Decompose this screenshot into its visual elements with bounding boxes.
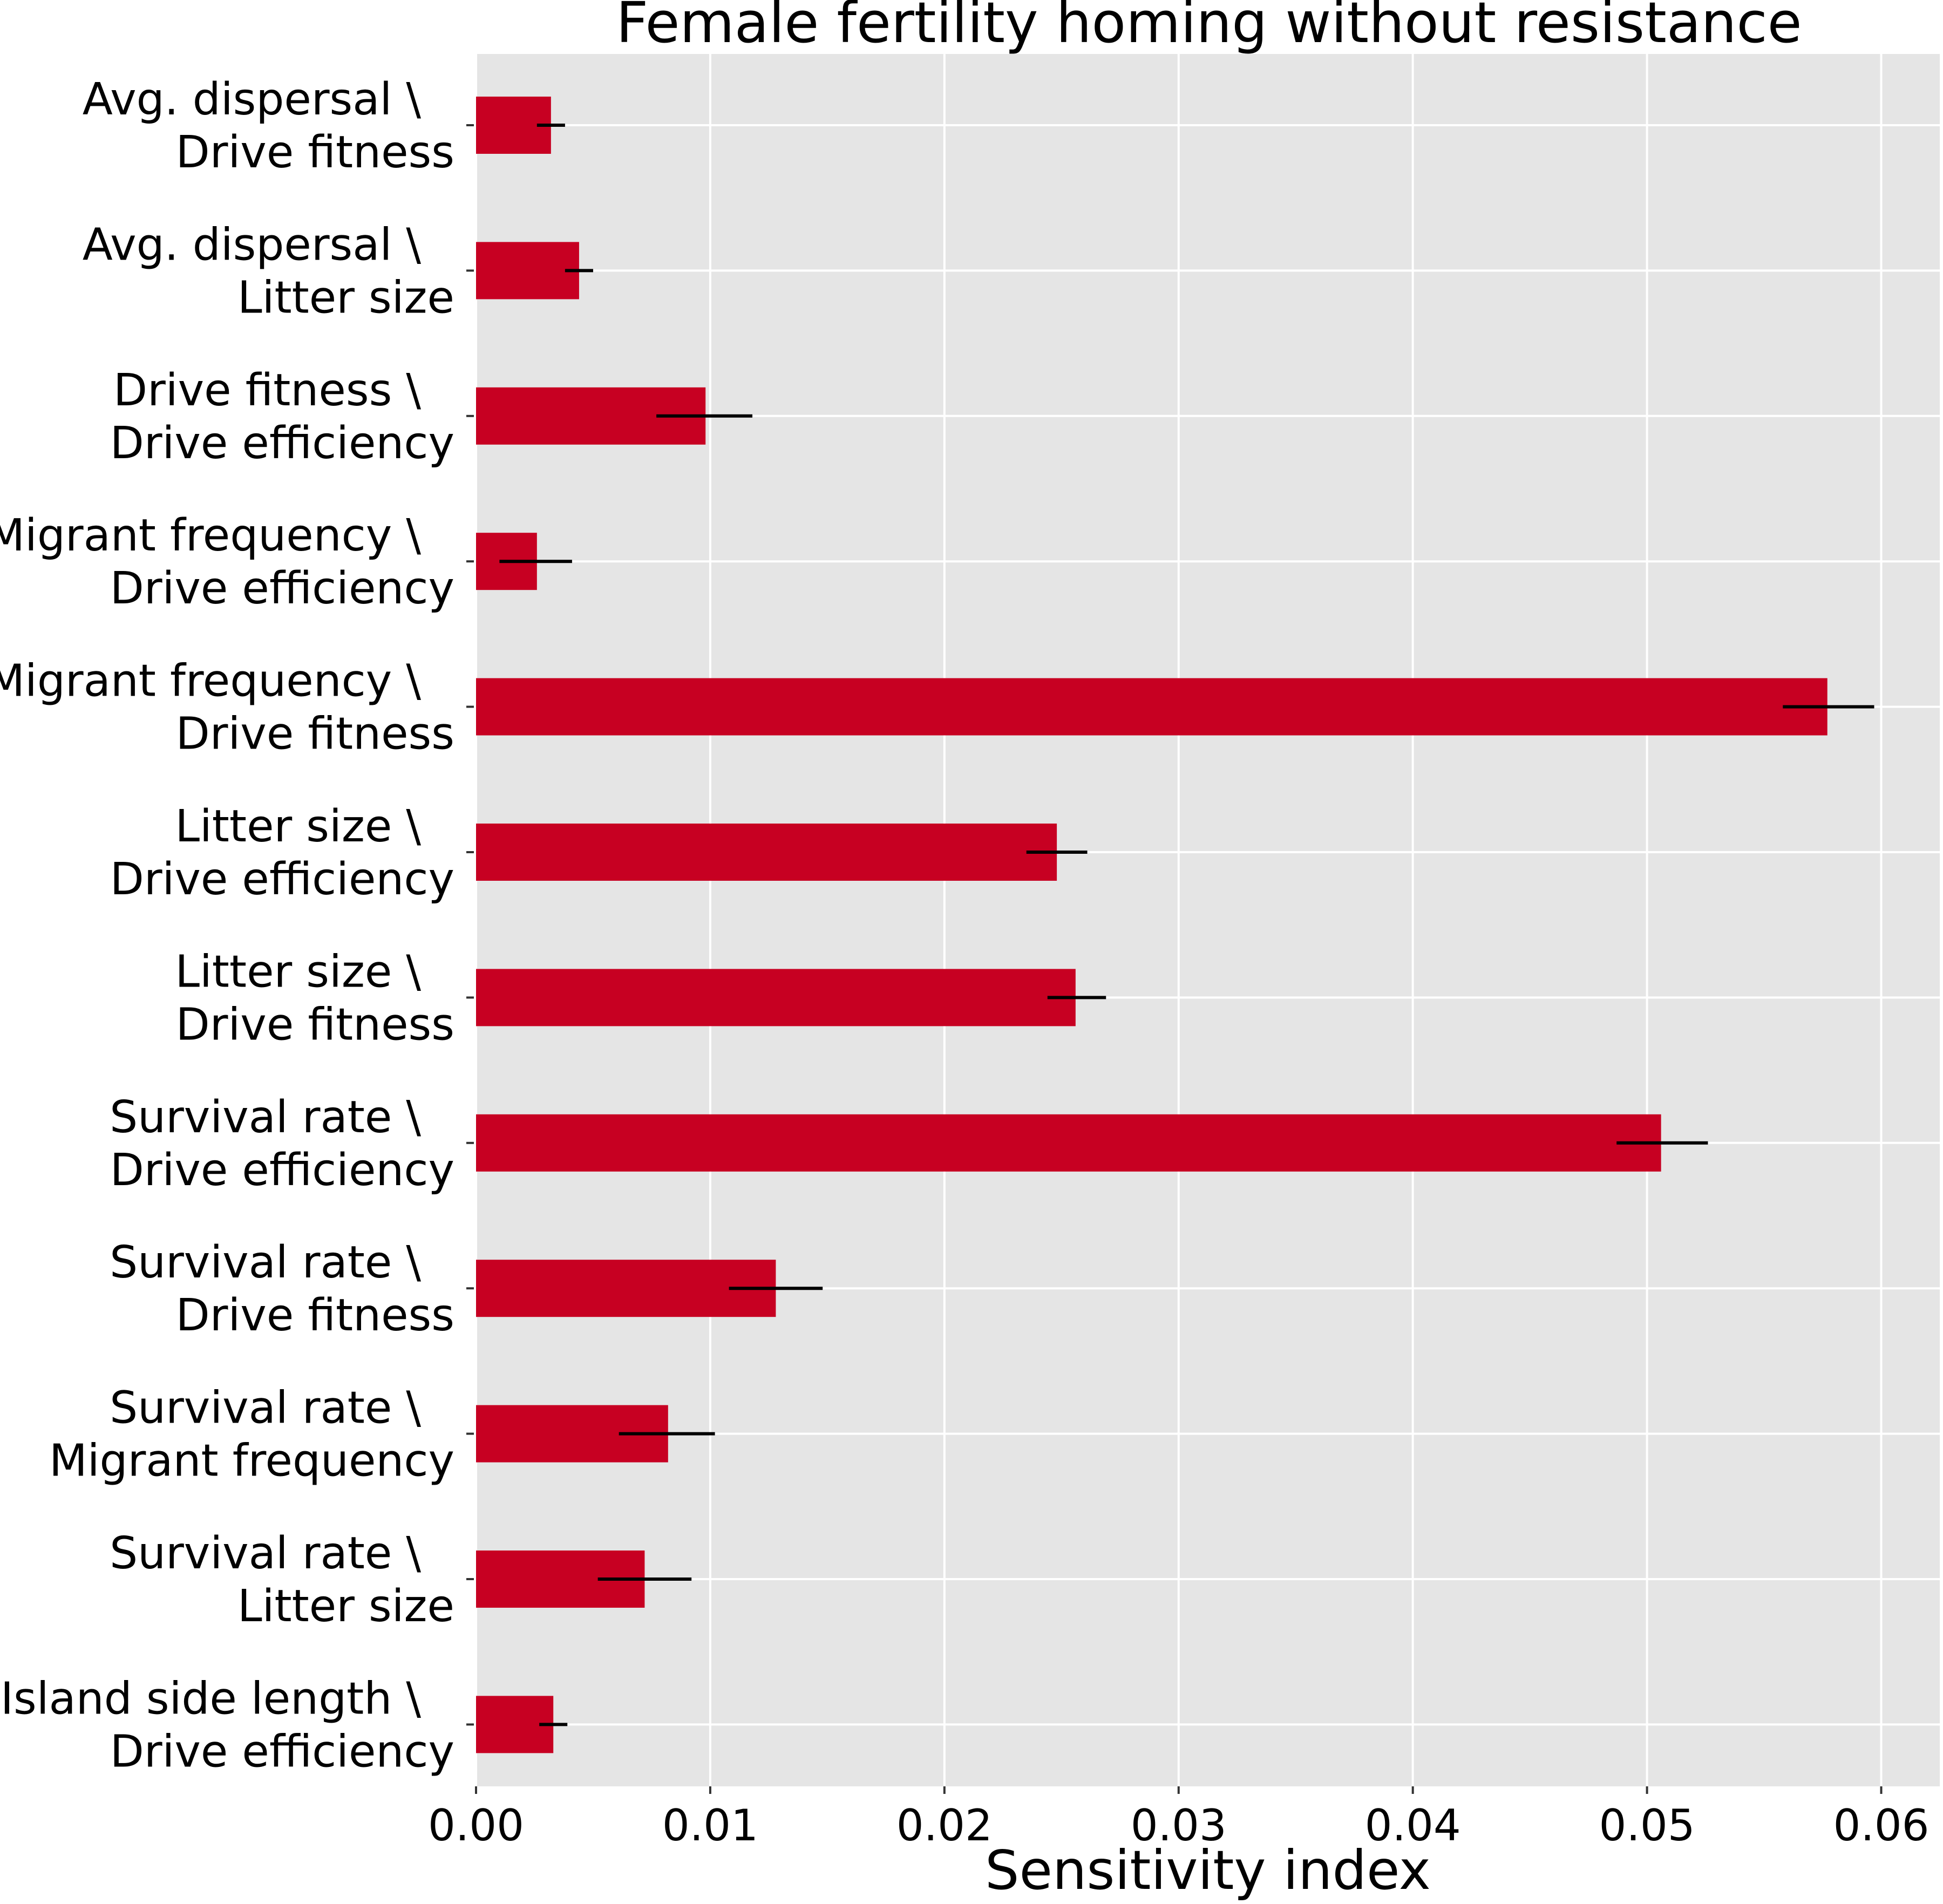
- category-label-line2: Litter size: [237, 272, 454, 323]
- category-label-line1: Avg. dispersal \: [83, 74, 422, 125]
- bar: [476, 824, 1057, 881]
- x-tick-label: 0.05: [1599, 1800, 1695, 1851]
- x-tick-label: 0.06: [1833, 1800, 1929, 1851]
- category-label-line2: Drive efficiency: [110, 854, 454, 905]
- category-label-line1: Survival rate \: [110, 1528, 421, 1579]
- category-label-line2: Drive fitness: [176, 709, 454, 760]
- category-label-line1: Survival rate \: [110, 1383, 421, 1434]
- x-axis: 0.00 0.01 0.02 0.03 0.04 0.05 0.06: [428, 1786, 1930, 1851]
- bar: [476, 678, 1827, 736]
- category-label-line2: Drive fitness: [176, 999, 454, 1050]
- category-label-line2: Drive fitness: [176, 127, 454, 178]
- x-tick-label: 0.02: [896, 1800, 993, 1851]
- category-label-line2: Migrant frequency: [49, 1436, 454, 1487]
- x-axis-title: Sensitivity index: [985, 1839, 1431, 1902]
- x-tick-label: 0.04: [1365, 1800, 1461, 1851]
- bar: [476, 1260, 776, 1317]
- category-label-line1: Drive fitness \: [113, 365, 421, 416]
- category-label-line2: Drive efficiency: [110, 563, 454, 614]
- category-label-line2: Drive efficiency: [110, 1726, 454, 1777]
- plot-area: [476, 54, 1940, 1786]
- category-label-line1: Avg. dispersal \: [83, 219, 422, 270]
- category-label-line1: Migrant frequency \: [0, 656, 421, 707]
- category-label-line1: Survival rate \: [110, 1092, 421, 1143]
- category-label-line1: Migrant frequency \: [0, 510, 421, 561]
- bar: [476, 242, 579, 300]
- category-label-line1: Litter size \: [175, 946, 421, 997]
- category-label-line1: Survival rate \: [110, 1237, 421, 1288]
- bar: [476, 969, 1076, 1026]
- x-tick-label: 0.00: [428, 1800, 524, 1851]
- category-label-line2: Drive fitness: [176, 1290, 454, 1341]
- bar: [476, 1114, 1661, 1172]
- error-bars: [499, 124, 1874, 1726]
- chart-title: Female fertility homing without resistan…: [616, 0, 1802, 56]
- x-tick-label: 0.01: [662, 1800, 758, 1851]
- category-label-line2: Drive efficiency: [110, 418, 454, 469]
- x-tick-label: 0.03: [1131, 1800, 1227, 1851]
- category-label-line1: Island side length \: [1, 1673, 422, 1724]
- category-label-line2: Drive efficiency: [110, 1145, 454, 1196]
- category-label-line1: Litter size \: [175, 801, 421, 852]
- category-label-line2: Litter size: [237, 1581, 454, 1632]
- bars: [476, 97, 1827, 1753]
